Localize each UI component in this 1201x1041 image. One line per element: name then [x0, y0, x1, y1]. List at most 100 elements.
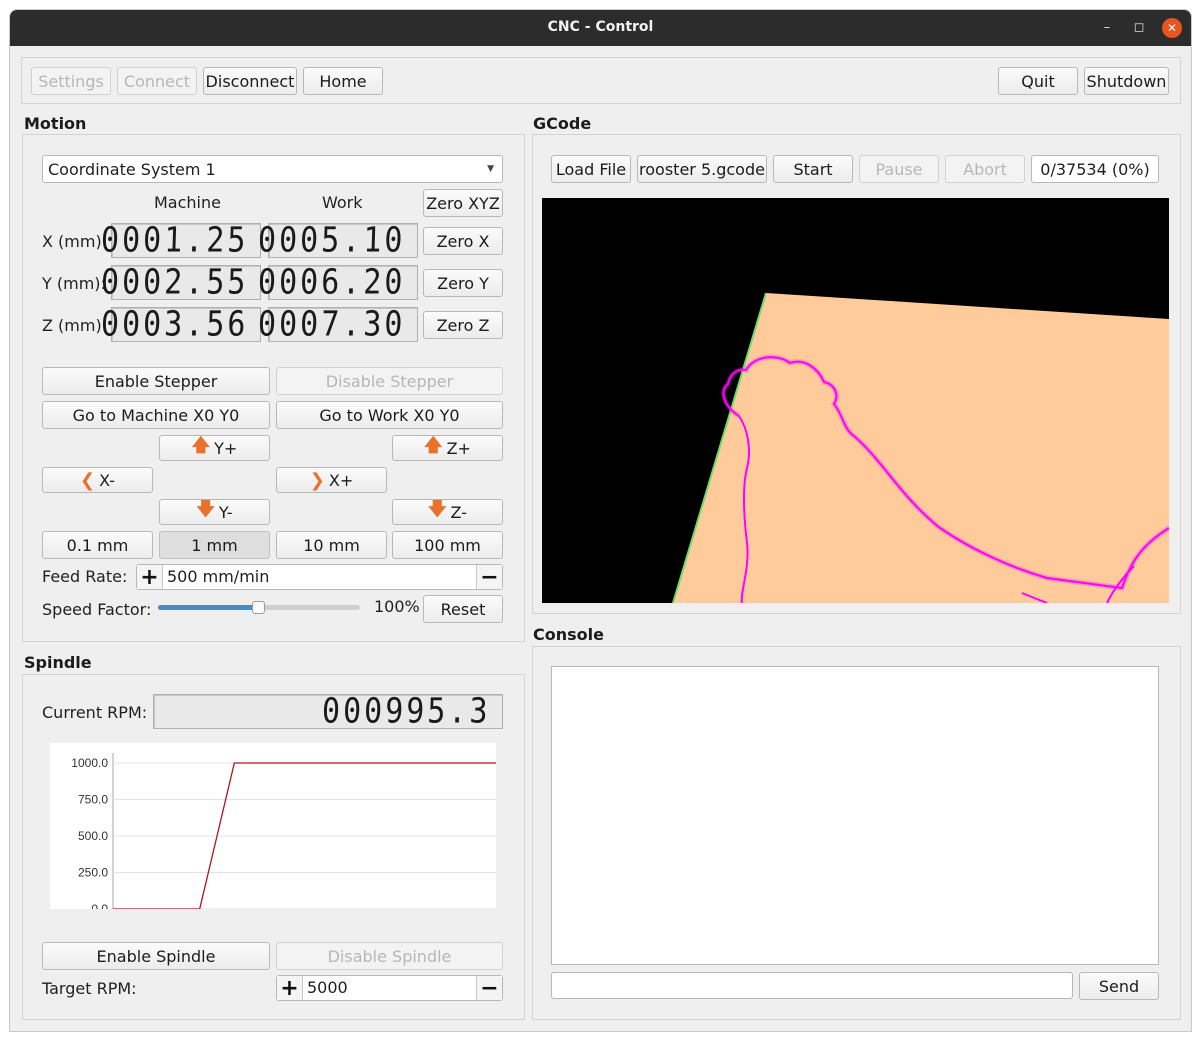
z-label: Z (mm):: [42, 316, 108, 335]
chart-y-tick-label: 1000.0: [71, 756, 108, 770]
minus-icon[interactable]: −: [476, 565, 502, 590]
disconnect-button[interactable]: Disconnect: [203, 67, 297, 95]
current-rpm-display: 000995.3: [153, 691, 503, 732]
maximize-icon[interactable]: ◻: [1133, 20, 1145, 35]
disable-spindle-button[interactable]: Disable Spindle: [276, 942, 503, 970]
step-1mm-button[interactable]: 1 mm: [159, 531, 270, 559]
arrow-up-icon: 🡅: [191, 435, 211, 456]
minimize-icon[interactable]: –: [1103, 20, 1111, 35]
quit-button[interactable]: Quit: [998, 67, 1078, 95]
current-rpm-label: Current RPM:: [42, 703, 148, 722]
start-button[interactable]: Start: [773, 155, 853, 183]
step-10mm-button[interactable]: 10 mm: [276, 531, 387, 559]
y-machine-display: 0002.55: [100, 262, 261, 303]
plus-icon[interactable]: +: [137, 565, 163, 590]
zero-z-button[interactable]: Zero Z: [423, 311, 503, 339]
jog-y-minus-button[interactable]: 🡇 Y-: [159, 499, 270, 525]
jog-z-minus-button[interactable]: 🡇 Z-: [392, 499, 503, 525]
zero-x-button[interactable]: Zero X: [423, 227, 503, 255]
jog-x-plus-button[interactable]: ❯ X+: [276, 467, 387, 493]
y-label: Y (mm):: [42, 274, 106, 293]
load-file-button[interactable]: Load File: [551, 155, 631, 183]
jog-x-plus-label: X+: [328, 470, 354, 490]
arrow-left-icon: ❮: [79, 469, 96, 491]
spindle-title: Spindle: [24, 653, 92, 672]
jog-z-minus-label: Z-: [450, 502, 467, 522]
pause-button[interactable]: Pause: [859, 155, 939, 183]
rpm-chart-svg: 0.0 250.0 500.0 750.0 1000.0: [71, 753, 504, 916]
chart-y-tick-label: 250.0: [78, 866, 108, 880]
speed-factor-handle[interactable]: [252, 601, 265, 614]
enable-stepper-button[interactable]: Enable Stepper: [42, 367, 270, 395]
work-column-label: Work: [322, 193, 363, 212]
zero-y-button[interactable]: Zero Y: [423, 269, 503, 297]
minus-icon[interactable]: −: [476, 976, 502, 1001]
enable-spindle-button[interactable]: Enable Spindle: [42, 942, 270, 970]
jog-y-plus-button[interactable]: 🡅 Y+: [159, 435, 270, 461]
plus-icon[interactable]: +: [277, 976, 303, 1001]
window-title: CNC - Control: [547, 19, 654, 35]
goto-machine-zero-button[interactable]: Go to Machine X0 Y0: [42, 401, 270, 429]
chart-y-tick-label: 750.0: [78, 793, 108, 807]
chevron-down-icon: ▼: [487, 164, 494, 174]
target-rpm-value: 5000: [307, 978, 348, 997]
chart-y-tick-label: 500.0: [78, 829, 108, 843]
abort-button[interactable]: Abort: [945, 155, 1025, 183]
target-rpm-label: Target RPM:: [42, 979, 137, 998]
gcode-filename: rooster 5.gcode: [637, 155, 767, 183]
step-100mm-button[interactable]: 100 mm: [392, 531, 503, 559]
jog-z-plus-label: Z+: [446, 438, 471, 458]
connect-button[interactable]: Connect: [117, 67, 197, 95]
speed-reset-button[interactable]: Reset: [423, 595, 503, 623]
home-button[interactable]: Home: [303, 67, 383, 95]
x-label: X (mm):: [42, 232, 108, 251]
settings-button[interactable]: Settings: [31, 67, 111, 95]
step-0-1mm-button[interactable]: 0.1 mm: [42, 531, 153, 559]
feed-rate-value: 500 mm/min: [167, 567, 270, 586]
speed-factor-fill: [158, 605, 259, 610]
jog-x-minus-button[interactable]: ❮ X-: [42, 467, 153, 493]
arrow-down-icon: 🡇: [428, 499, 447, 520]
feed-rate-label: Feed Rate:: [42, 567, 128, 586]
arrow-right-icon: ❯: [309, 469, 325, 491]
coordinate-system-value: Coordinate System 1: [48, 159, 216, 179]
jog-y-minus-label: Y-: [218, 502, 233, 522]
z-work-display: 0007.30: [257, 304, 418, 345]
app-window: CNC - Control – ◻ ✕ Settings Connect Dis…: [9, 9, 1192, 1032]
send-button[interactable]: Send: [1079, 972, 1159, 1000]
material-sheet: [673, 293, 1169, 603]
close-icon[interactable]: ✕: [1162, 18, 1182, 38]
goto-work-zero-button[interactable]: Go to Work X0 Y0: [276, 401, 503, 429]
machine-column-label: Machine: [154, 193, 221, 212]
toolpath-viewport[interactable]: [542, 198, 1169, 603]
x-machine-display: 0001.25: [100, 220, 261, 261]
speed-factor-value: 100%: [374, 597, 420, 616]
arrow-down-icon: 🡇: [196, 499, 215, 520]
z-machine-display: 0003.56: [100, 304, 261, 345]
zero-xyz-button[interactable]: Zero XYZ: [423, 189, 503, 217]
y-work-display: 0006.20: [257, 262, 418, 303]
console-input[interactable]: [551, 972, 1073, 999]
console-title: Console: [533, 625, 604, 644]
motion-title: Motion: [24, 114, 87, 133]
gcode-title: GCode: [533, 114, 592, 133]
toolpath-canvas: [672, 292, 1169, 603]
gcode-progress: 0/37534 (0%): [1031, 155, 1159, 183]
target-rpm-stepper[interactable]: + 5000 −: [276, 975, 503, 1001]
shutdown-button[interactable]: Shutdown: [1084, 67, 1169, 95]
title-bar: CNC - Control – ◻ ✕: [10, 10, 1191, 46]
x-work-display: 0005.10: [257, 220, 418, 261]
jog-y-plus-label: Y+: [214, 438, 238, 458]
feed-rate-stepper[interactable]: + 500 mm/min −: [136, 564, 503, 590]
toolpath-line: [722, 356, 1169, 603]
jog-x-minus-label: X-: [99, 470, 116, 490]
material-edge: [672, 292, 767, 603]
coordinate-system-select[interactable]: Coordinate System 1 ▼: [42, 155, 503, 183]
speed-factor-label: Speed Factor:: [42, 600, 152, 619]
disable-stepper-button[interactable]: Disable Stepper: [276, 367, 503, 395]
console-output[interactable]: [551, 666, 1159, 965]
chart-y-tick-label: 0.0: [91, 902, 108, 909]
rpm-chart: 0.0 250.0 500.0 750.0 1000.0: [50, 743, 504, 916]
jog-z-plus-button[interactable]: 🡅 Z+: [392, 435, 503, 461]
arrow-up-icon: 🡅: [424, 435, 443, 456]
